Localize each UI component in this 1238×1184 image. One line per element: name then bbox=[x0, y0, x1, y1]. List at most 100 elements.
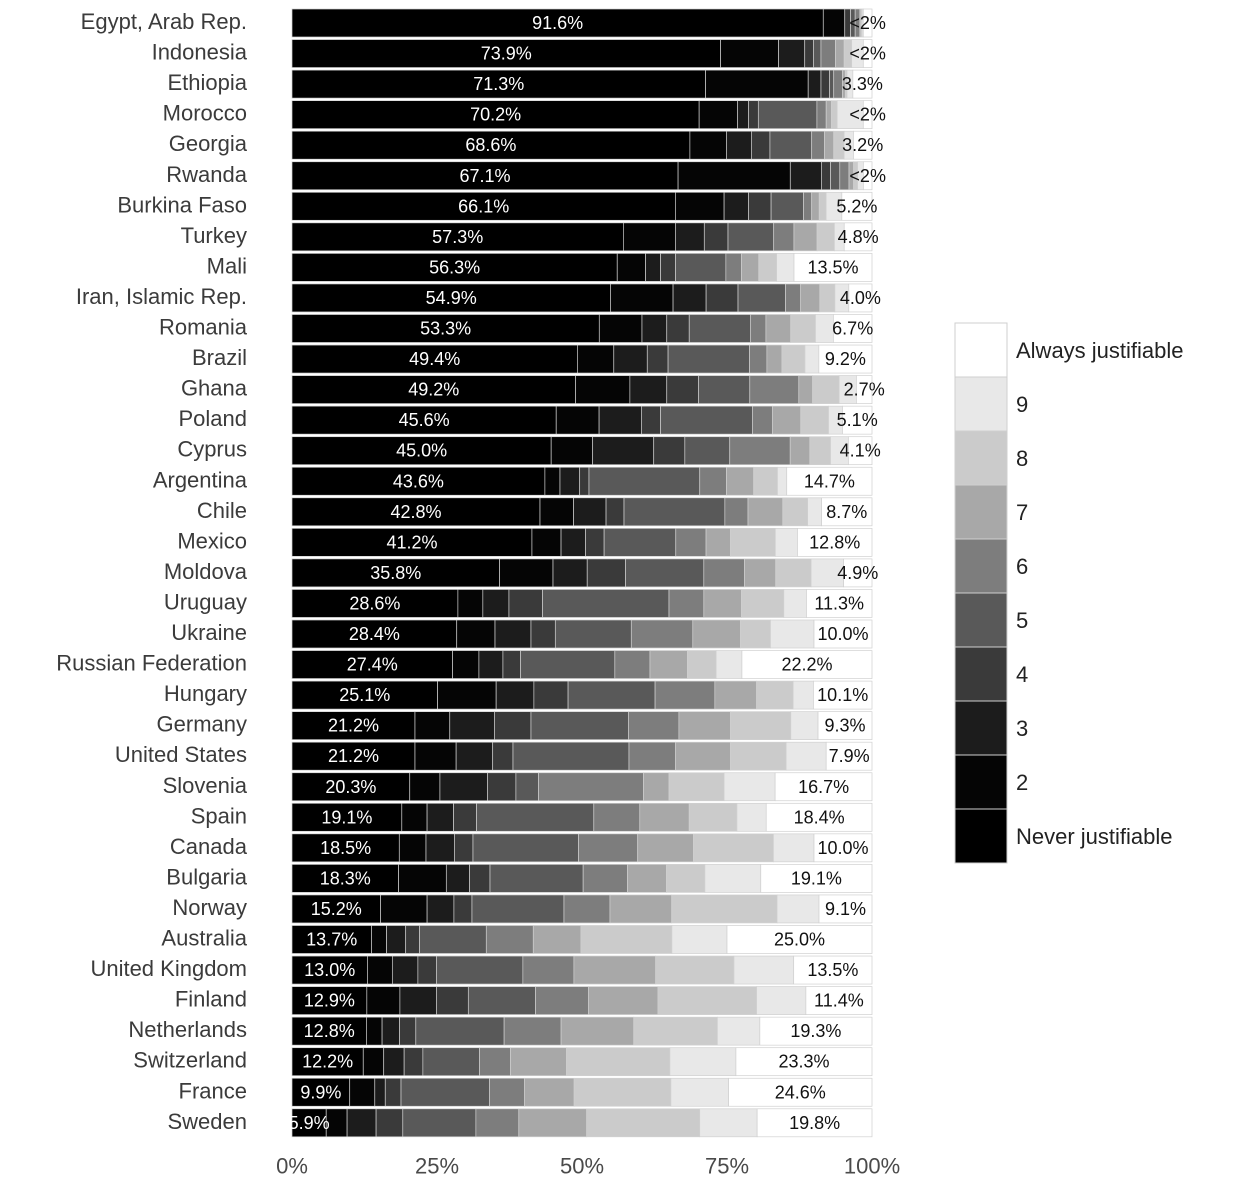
bar-row: 91.6% <2% bbox=[291, 8, 886, 38]
bar-segment-2 bbox=[720, 39, 779, 68]
bar-segment-8 bbox=[782, 497, 809, 527]
bar-segment-9 bbox=[670, 1077, 729, 1107]
bar-segment-never-justifiable bbox=[291, 1016, 367, 1046]
bar-segment-6 bbox=[699, 466, 727, 496]
bar-segment-3 bbox=[495, 680, 535, 710]
bar-segment-never-justifiable bbox=[291, 283, 611, 313]
bar-segment-7 bbox=[825, 100, 832, 130]
bar-row: 41.2% 12.8% bbox=[291, 527, 873, 557]
bar-segment-8 bbox=[812, 375, 840, 404]
country-label: Switzerland bbox=[133, 1048, 247, 1073]
bar-segment-5 bbox=[419, 925, 487, 954]
bar-segment-7 bbox=[532, 925, 582, 954]
bar-segment-never-justifiable bbox=[291, 253, 618, 282]
bar-segment-5 bbox=[422, 1047, 480, 1077]
bar-row: 13.0% 13.5% bbox=[291, 955, 873, 985]
bar-segment-8 bbox=[758, 253, 778, 282]
bar-segment-8 bbox=[688, 802, 738, 832]
bar-segment-2 bbox=[371, 925, 387, 954]
bar-segment-always-justifiable bbox=[842, 405, 873, 435]
bar-segment-4 bbox=[487, 772, 517, 802]
bar-segment-5 bbox=[770, 191, 804, 221]
bar-segment-always-justifiable bbox=[825, 741, 873, 771]
bar-row: 45.6% 5.1% bbox=[291, 405, 878, 435]
bar-segment-8 bbox=[730, 741, 787, 771]
bar-segment-8 bbox=[816, 222, 835, 252]
bar-segment-6 bbox=[630, 619, 694, 649]
country-label: Moldova bbox=[164, 559, 248, 584]
legend-label: 4 bbox=[1016, 662, 1028, 687]
bar-segment-4 bbox=[405, 925, 420, 954]
bar-segment-5 bbox=[667, 344, 750, 374]
bar-segment-5 bbox=[727, 222, 775, 252]
bar-segment-4 bbox=[508, 589, 543, 618]
bar-segment-4 bbox=[579, 466, 590, 496]
bar-segment-always-justifiable bbox=[833, 314, 873, 343]
bar-segment-5 bbox=[530, 711, 629, 741]
bar-segment-7 bbox=[771, 405, 802, 435]
bar-segment-3 bbox=[613, 344, 648, 374]
always-justifiable-label: 24.6% bbox=[775, 1082, 826, 1102]
bar-segment-5 bbox=[675, 253, 727, 282]
always-justifiable-label: <2% bbox=[849, 105, 886, 125]
bar-segment-5 bbox=[829, 69, 835, 99]
bar-segment-5 bbox=[737, 283, 786, 313]
always-justifiable-label: 9.1% bbox=[825, 899, 866, 919]
bar-segment-always-justifiable bbox=[817, 711, 873, 741]
bar-row: 67.1% <2% bbox=[291, 161, 886, 191]
bar-segment-9 bbox=[792, 680, 814, 710]
bar-segment-never-justifiable bbox=[291, 864, 399, 893]
bar-segment-5 bbox=[512, 741, 630, 771]
never-justifiable-label: 66.1% bbox=[458, 196, 509, 216]
bar-segment-7 bbox=[798, 375, 813, 404]
bar-segment-5 bbox=[588, 466, 701, 496]
bar-segment-always-justifiable bbox=[759, 1016, 873, 1046]
bar-segment-4 bbox=[494, 711, 532, 741]
country-label: Ethiopia bbox=[167, 70, 247, 95]
always-justifiable-label: 10.0% bbox=[817, 838, 868, 858]
bar-segment-3 bbox=[778, 39, 806, 68]
bar-row: 12.2% 23.3% bbox=[291, 1047, 873, 1077]
bar-segment-9 bbox=[804, 344, 820, 374]
legend-swatch bbox=[954, 592, 1008, 648]
bar-segment-never-justifiable bbox=[291, 833, 400, 863]
bar-segment-3 bbox=[629, 375, 668, 404]
bar-segment-never-justifiable bbox=[291, 925, 372, 954]
bar-segment-7 bbox=[510, 1047, 567, 1077]
bar-segment-4 bbox=[436, 986, 469, 1015]
bar-segment-never-justifiable bbox=[291, 39, 721, 68]
bar-segment-9 bbox=[790, 711, 819, 741]
legend-item: 5 bbox=[954, 592, 1028, 648]
bar-row: 12.9% 11.4% bbox=[291, 986, 873, 1015]
never-justifiable-label: 5.9% bbox=[289, 1113, 330, 1133]
legend-swatch bbox=[954, 376, 1008, 432]
bar-segment-5 bbox=[660, 405, 753, 435]
bar-segment-always-justifiable bbox=[843, 222, 873, 252]
bar-segment-7 bbox=[744, 558, 777, 588]
bar-segment-2 bbox=[456, 619, 496, 649]
always-justifiable-label: 12.8% bbox=[809, 532, 860, 552]
bar-segment-7 bbox=[714, 680, 757, 710]
bar-segment-2 bbox=[577, 344, 615, 374]
bar-segment-7 bbox=[649, 650, 688, 679]
bar-segment-3 bbox=[645, 253, 661, 282]
always-justifiable-label: 19.3% bbox=[790, 1021, 841, 1041]
bar-segment-3 bbox=[478, 650, 504, 679]
legend-item: 4 bbox=[954, 646, 1028, 702]
bar-segment-6 bbox=[752, 405, 773, 435]
bar-segment-9 bbox=[715, 650, 743, 679]
bar-segment-3 bbox=[425, 833, 455, 863]
bar-segment-6 bbox=[489, 1077, 525, 1107]
bar-segment-5 bbox=[554, 619, 632, 649]
bar-segment-2 bbox=[555, 405, 600, 435]
country-label: Mali bbox=[207, 253, 247, 278]
bar-segment-always-justifiable bbox=[806, 589, 873, 618]
never-justifiable-label: 13.0% bbox=[304, 960, 355, 980]
bar-segment-5 bbox=[515, 772, 539, 802]
never-justifiable-label: 28.6% bbox=[349, 594, 400, 614]
bar-row: 56.3% 13.5% bbox=[291, 253, 873, 282]
legend-swatch bbox=[954, 646, 1008, 702]
legend-swatch bbox=[954, 754, 1008, 810]
bar-segment-9 bbox=[807, 497, 822, 527]
